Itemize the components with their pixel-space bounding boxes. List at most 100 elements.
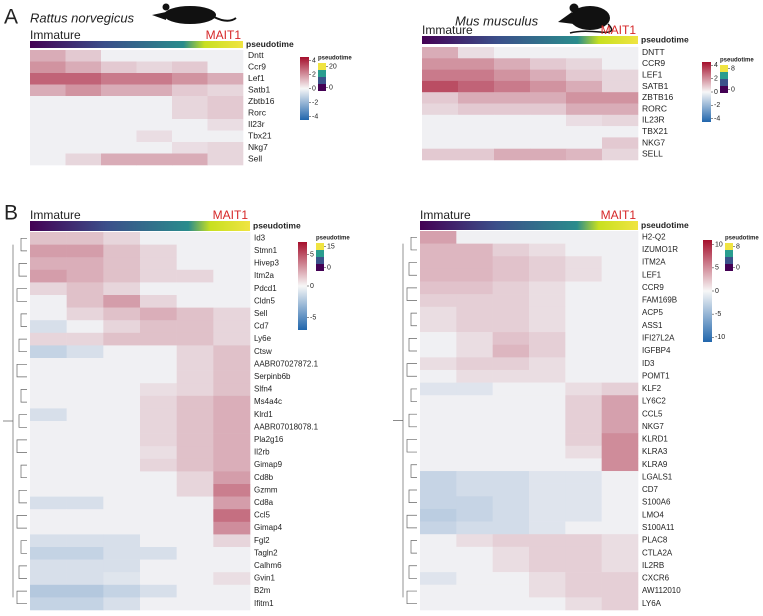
heatmap-cell	[492, 471, 530, 484]
pseudotime-label: pseudotime	[641, 34, 689, 44]
heatmap-cell	[140, 559, 177, 573]
heatmap-cell	[207, 50, 244, 62]
heatmap-cell	[422, 92, 459, 104]
heatmap-cell	[103, 584, 141, 598]
heatmap-cell	[176, 521, 214, 535]
heatmap-cell	[420, 243, 457, 257]
colorbar-tick-label: 2	[312, 71, 316, 78]
heatmap-cell	[101, 142, 137, 154]
heatmap-cell	[140, 471, 177, 485]
heatmap-cell	[565, 306, 602, 320]
heatmap-cell	[66, 559, 104, 573]
dendrogram	[20, 464, 27, 479]
gene-label: CTLA2A	[642, 548, 673, 557]
gene-label: Ifitm1	[254, 599, 274, 608]
heatmap-cell	[30, 584, 67, 598]
heatmap-cell	[492, 597, 530, 611]
heatmap-cell	[529, 572, 566, 586]
start-label: Immature	[422, 23, 473, 37]
gene-label: LEF1	[642, 270, 662, 279]
heatmap-cell	[207, 84, 244, 97]
heatmap-cell	[136, 130, 173, 143]
heatmap-cell	[176, 395, 214, 409]
heatmap-cell	[456, 243, 493, 257]
heatmap-cell	[458, 80, 495, 93]
gene-label: LY6C2	[642, 397, 666, 406]
heatmap-cell	[565, 407, 602, 421]
legend-title: pseudotime	[318, 56, 352, 62]
heatmap-cell	[103, 471, 141, 485]
heatmap-cell	[66, 496, 104, 510]
dendrogram	[16, 515, 27, 529]
heatmap-cell	[456, 268, 493, 282]
colorbar-tick-label: -5	[715, 311, 721, 318]
heatmap-cell	[30, 130, 66, 143]
heatmap-cell	[565, 508, 602, 522]
heatmap-cell	[213, 244, 251, 258]
heatmap-cell	[140, 521, 177, 535]
gene-label: Il23r	[248, 119, 265, 129]
heatmap-cell	[101, 119, 137, 131]
heatmap-cell	[30, 358, 67, 371]
heatmap-cell	[566, 126, 603, 138]
legend-swatch	[318, 77, 326, 84]
heatmap-cell	[420, 268, 457, 282]
heatmap-cell	[140, 307, 177, 321]
heatmap-cell	[529, 433, 566, 447]
heatmap-cell	[66, 584, 104, 598]
heatmap-cell	[66, 332, 104, 346]
heatmap-cell	[176, 408, 214, 422]
heatmap-cell	[66, 534, 104, 548]
gene-label: LGALS1	[642, 472, 673, 481]
heatmap-cell	[422, 114, 459, 127]
heatmap-cell	[601, 344, 639, 358]
gene-label: Lef1	[248, 73, 265, 83]
heatmap-cell	[601, 243, 639, 257]
heatmap-cell	[213, 421, 251, 434]
heatmap-cell	[529, 407, 566, 421]
heatmap-cell	[565, 395, 602, 409]
heatmap-cell	[529, 294, 566, 308]
heatmap-cell	[140, 547, 177, 560]
heatmap-cell	[492, 559, 530, 573]
colorbar-tick-label: -10	[715, 334, 725, 341]
heatmap-cell	[494, 47, 531, 59]
heatmap-cell	[103, 269, 141, 283]
legend-swatch	[318, 70, 326, 77]
heatmap-cell	[456, 458, 493, 472]
heatmap-cell	[529, 256, 566, 270]
heatmap-cell	[529, 420, 566, 434]
heatmap-cell	[103, 597, 141, 611]
heatmap-cell	[601, 433, 639, 447]
heatmap-cell	[456, 332, 493, 345]
gene-label: KLRA3	[642, 447, 668, 456]
legend-tick-label: 0	[327, 264, 331, 271]
heatmap-cell	[30, 282, 67, 296]
heatmap-cell	[140, 509, 177, 523]
heatmap-cell	[492, 433, 530, 447]
heatmap-cell	[30, 484, 67, 497]
heatmap-cell	[140, 320, 177, 334]
heatmap-cell	[101, 73, 137, 85]
heatmap-cell	[529, 344, 566, 358]
gene-label: Stmn1	[254, 246, 278, 255]
heatmap-cell	[565, 256, 602, 270]
gene-label: Fgl2	[254, 536, 270, 545]
heatmap-cell	[30, 509, 67, 523]
heatmap-cell	[172, 153, 208, 166]
heatmap-cell	[458, 114, 495, 127]
legend-swatch	[720, 72, 728, 79]
heatmap-cell	[492, 572, 530, 586]
heatmap-cell	[30, 559, 67, 573]
gene-label: ZBTB16	[642, 92, 673, 102]
gene-label: Zbtb16	[248, 96, 275, 106]
heatmap-cell	[176, 597, 214, 611]
heatmap-cell	[103, 358, 141, 371]
heatmap-cell	[492, 521, 530, 535]
heatmap-cell	[213, 232, 251, 245]
heatmap-cell	[601, 572, 639, 586]
heatmap-cell	[66, 572, 104, 586]
heatmap-cell	[213, 547, 251, 560]
dendrogram	[16, 439, 27, 453]
dendrogram	[408, 489, 417, 503]
